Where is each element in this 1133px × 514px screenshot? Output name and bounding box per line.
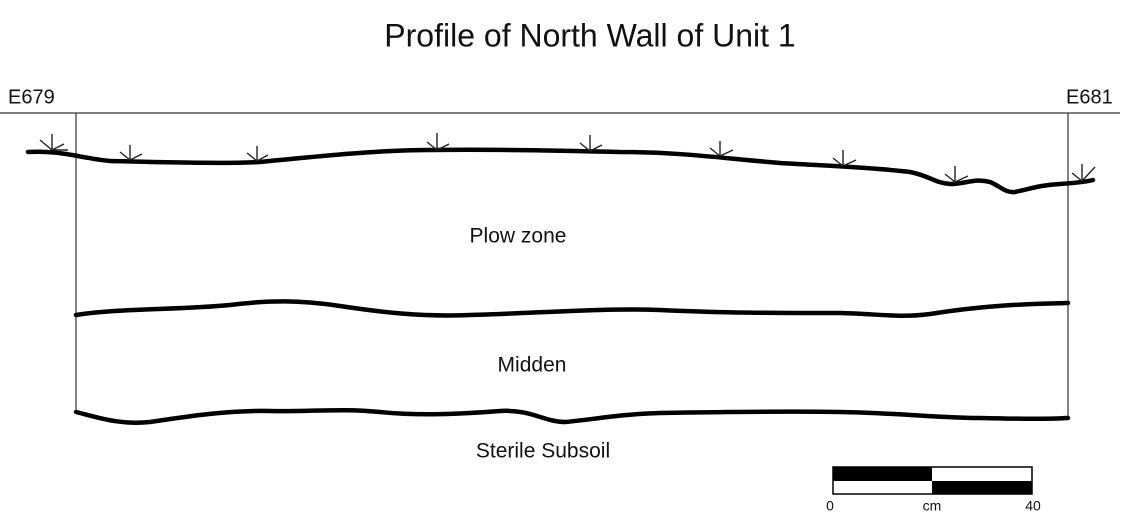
scale-bar xyxy=(832,466,1033,495)
scale-end-label: 40 xyxy=(1025,498,1041,514)
left-datum-label: E679 xyxy=(8,86,55,108)
scale-segment xyxy=(932,481,1032,494)
title: Profile of North Wall of Unit 1 xyxy=(384,17,795,53)
ground-surface xyxy=(25,147,1096,195)
midden-subsoil-boundary xyxy=(73,407,1071,425)
plowzone-midden-boundary xyxy=(73,299,1071,318)
layer-label: Plow zone xyxy=(470,225,567,248)
vegetation-symbols xyxy=(39,133,1096,183)
right-datum-label: E681 xyxy=(1066,86,1113,108)
scale-unit-label: cm xyxy=(923,498,942,514)
layer-label: Midden xyxy=(498,354,567,377)
scale-start-label: 0 xyxy=(826,498,834,514)
layer-label: Sterile Subsoil xyxy=(476,440,610,463)
scale-segment xyxy=(833,467,932,481)
